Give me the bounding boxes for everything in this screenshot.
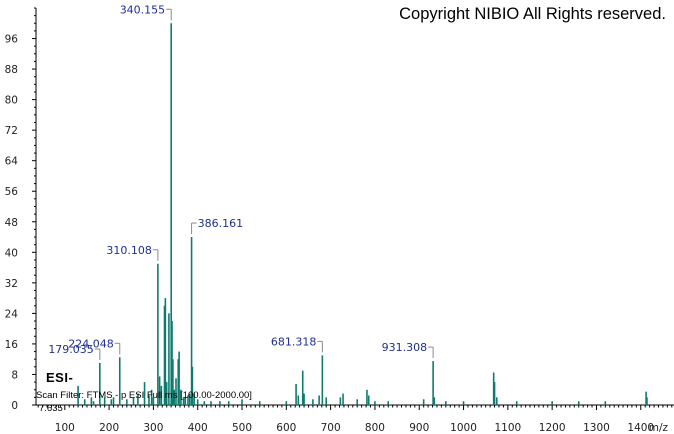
y-tick-label: 64 [5,156,19,168]
x-tick-label: 700 [321,422,341,434]
ionization-mode-label: ESI- [46,370,74,385]
y-tick-label: 16 [5,339,19,351]
x-tick-label: 1400 [627,422,654,434]
peak-label: 340.155 [120,3,166,16]
peak-label: 224.048 [68,337,114,350]
y-tick-label: 0 [11,400,18,412]
x-tick-label: 1000 [450,422,477,434]
y-tick-label: 80 [5,95,18,107]
x-tick-label: 200 [99,422,119,434]
x-tick-label: 400 [188,422,208,434]
x-tick-label: 1200 [539,422,566,434]
x-tick-label: 900 [409,422,429,434]
y-tick-label: 8 [11,369,18,381]
x-tick-label: 100 [55,422,75,434]
y-tick-label: 88 [5,64,18,76]
y-tick-label: 48 [5,217,18,229]
base-peak-value: 7.635 [39,403,63,414]
peak-bars [77,23,648,405]
y-tick-label: 32 [5,278,18,290]
peak-label: 681.318 [271,335,317,348]
y-tick-label: 24 [5,308,19,320]
scan-filter-text: Scan Filter: FTMS - p ESI Full ms [100.0… [36,390,252,401]
x-axis-unit-label: m/z [649,422,669,434]
y-tick-label: 96 [5,34,19,46]
y-axis: 0 8 16 24 32 40 48 56 64 72 80 88 96 [5,7,37,412]
x-tick-label: 600 [276,422,296,434]
x-tick-label: 800 [365,422,385,434]
x-tick-label: 500 [232,422,252,434]
y-tick-label: 72 [5,125,18,137]
x-tick-label: 1100 [494,422,521,434]
copyright-notice: Copyright NIBIO All Rights reserved. [399,5,666,23]
y-tick-label: 40 [5,247,18,259]
y-tick-label: 56 [5,186,19,198]
x-axis: 100 200 300 400 500 600 700 800 900 1000 1100 1200 1… [36,404,674,434]
peak-label: 310.108 [106,244,152,257]
x-tick-label: 300 [143,422,163,434]
x-tick-label: 1300 [583,422,610,434]
peak-label: 931.308 [382,341,428,354]
peak-label: 386.161 [198,217,244,230]
peak-label: 179.035 [48,343,94,356]
